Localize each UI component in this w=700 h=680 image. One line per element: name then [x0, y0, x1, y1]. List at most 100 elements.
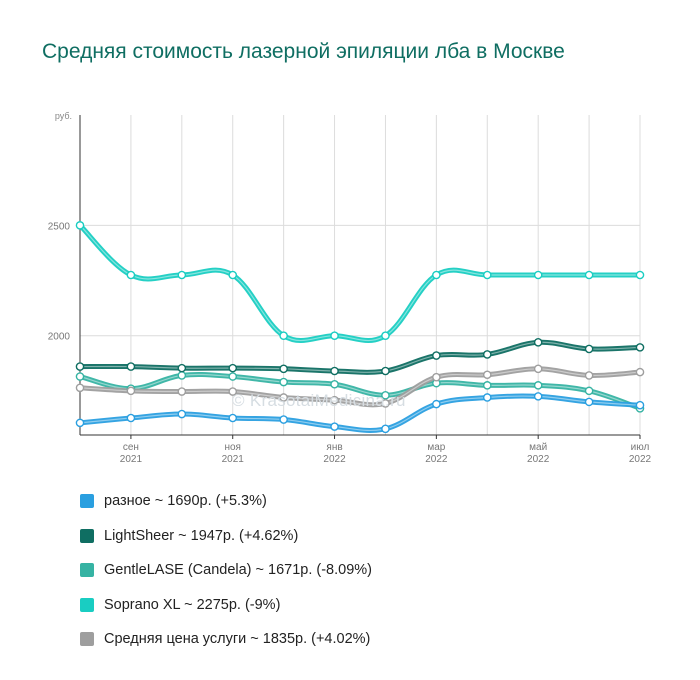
- x-tick-label-year: 2022: [323, 454, 346, 465]
- x-tick-label-month: июл: [631, 442, 650, 453]
- series-line-highlight: [79, 395, 641, 432]
- data-point: [432, 399, 441, 409]
- data-point: [432, 372, 441, 382]
- x-tick-label-month: ноя: [224, 442, 241, 453]
- data-point: [126, 362, 136, 371]
- data-point: [381, 331, 390, 340]
- data-point: [279, 415, 288, 424]
- data-point: [533, 270, 543, 280]
- data-point: [584, 371, 594, 380]
- legend-swatch: [80, 494, 94, 509]
- data-point: [75, 383, 85, 393]
- series-line: [77, 222, 643, 343]
- legend-label: LightSheer ~ 1947р. (+4.62%): [104, 527, 299, 544]
- data-point: [330, 366, 339, 376]
- data-point: [381, 399, 390, 408]
- data-point: [279, 377, 288, 387]
- data-point: [635, 400, 645, 410]
- data-point: [177, 371, 187, 380]
- data-point: [584, 270, 594, 280]
- data-point: [126, 413, 136, 423]
- data-point: [75, 221, 85, 230]
- series-line-highlight: [79, 373, 641, 409]
- data-point: [228, 270, 238, 280]
- x-tick-label-month: янв: [326, 442, 342, 453]
- series-line-highlight: [79, 368, 641, 406]
- data-points: [75, 221, 645, 434]
- legend-item: GentleLASE (Candela) ~ 1671р. (-8.09%): [80, 553, 372, 588]
- legend-item: Soprano XL ~ 2275р. (-9%): [80, 588, 372, 623]
- data-point: [432, 270, 441, 280]
- series-line: [77, 339, 643, 375]
- legend-swatch: [80, 563, 94, 578]
- series-0: [77, 393, 643, 433]
- data-point: [482, 393, 492, 402]
- data-point: [482, 270, 492, 280]
- data-point: [635, 270, 645, 280]
- data-point: [381, 366, 390, 376]
- axes: 20002500руб.сен2021ноя2021янв2022мар2022…: [48, 111, 652, 465]
- x-tick-label-year: 2021: [222, 454, 245, 465]
- series-line-highlight: [79, 224, 640, 342]
- data-point: [228, 387, 238, 396]
- data-point: [482, 370, 492, 380]
- line-chart: 20002500руб.сен2021ноя2021янв2022мар2022…: [48, 111, 652, 465]
- data-point: [177, 363, 187, 373]
- legend-label: Soprano XL ~ 2275р. (-9%): [104, 596, 281, 613]
- x-tick-label-year: 2021: [120, 454, 143, 465]
- watermark: © KrasotaiMedicina.ru: [232, 391, 406, 410]
- x-tick-label-year: 2022: [425, 454, 448, 465]
- x-tick-label-year: 2022: [629, 454, 652, 465]
- y-tick-label: 2500: [48, 221, 71, 232]
- legend-swatch: [80, 632, 94, 647]
- series-line: [77, 371, 643, 411]
- series-line: [77, 393, 643, 433]
- legend-label: GentleLASE (Candela) ~ 1671р. (-8.09%): [104, 562, 373, 579]
- chart-title: Средняя стоимость лазерной эпиляции лба …: [42, 40, 565, 63]
- data-point: [584, 386, 594, 396]
- x-tick-label-month: мар: [427, 442, 445, 453]
- data-point: [330, 422, 339, 431]
- data-point: [126, 270, 136, 280]
- series-line: [77, 366, 643, 408]
- x-tick-label-month: май: [529, 442, 547, 453]
- series-3: [77, 222, 643, 343]
- data-point: [126, 386, 136, 396]
- data-point: [330, 379, 339, 389]
- data-point: [228, 413, 238, 423]
- data-point: [482, 350, 492, 359]
- legend-label: разное ~ 1690р. (+5.3%): [104, 493, 267, 510]
- data-point: [533, 338, 543, 347]
- data-point: [177, 270, 187, 280]
- y-unit-label: руб.: [55, 111, 72, 121]
- data-point: [177, 409, 187, 419]
- data-point: [330, 395, 339, 405]
- data-point: [635, 343, 645, 352]
- legend: разное ~ 1690р. (+5.3%) LightSheer ~ 1947…: [80, 484, 372, 657]
- data-point: [381, 424, 390, 434]
- data-point: [228, 363, 238, 373]
- data-point: [584, 397, 594, 407]
- series-line-highlight: [79, 341, 641, 373]
- y-tick-label: 2000: [48, 332, 71, 343]
- data-point: [482, 381, 492, 390]
- series-1: [77, 339, 643, 375]
- series-4: [77, 366, 643, 408]
- legend-item: LightSheer ~ 1947р. (+4.62%): [80, 519, 372, 554]
- data-point: [228, 372, 238, 381]
- data-point: [381, 390, 390, 400]
- data-point: [75, 362, 85, 371]
- series-2: [77, 371, 643, 411]
- data-point: [635, 367, 645, 377]
- x-tick-label-month: сен: [123, 442, 139, 453]
- data-point: [177, 387, 187, 396]
- legend-swatch: [80, 597, 94, 612]
- data-point: [432, 351, 441, 360]
- data-point: [533, 364, 543, 374]
- legend-swatch: [80, 528, 94, 543]
- data-point: [279, 331, 288, 340]
- data-point: [279, 364, 288, 374]
- data-point: [584, 344, 594, 354]
- data-point: [75, 418, 85, 428]
- data-point: [279, 393, 288, 402]
